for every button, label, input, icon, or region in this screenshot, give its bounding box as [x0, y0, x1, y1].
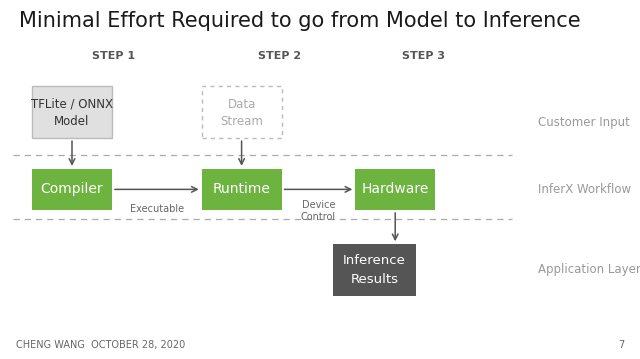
Text: STEP 2: STEP 2 [259, 51, 301, 61]
Text: Device
Control: Device Control [301, 200, 336, 222]
Text: TFLite / ONNX: TFLite / ONNX [31, 98, 113, 111]
Text: Executable: Executable [130, 204, 184, 214]
Text: Minimal Effort Required to go from Model to Inference: Minimal Effort Required to go from Model… [19, 11, 581, 31]
FancyBboxPatch shape [333, 244, 416, 296]
Text: Data: Data [227, 98, 256, 111]
Text: Stream: Stream [220, 115, 263, 128]
FancyBboxPatch shape [202, 169, 282, 210]
Text: CHENG WANG  OCTOBER 28, 2020: CHENG WANG OCTOBER 28, 2020 [16, 340, 185, 350]
Text: Compiler: Compiler [41, 182, 103, 196]
Text: Application Layer: Application Layer [538, 264, 640, 276]
Text: STEP 3: STEP 3 [403, 51, 445, 61]
Text: Results: Results [351, 273, 398, 286]
FancyBboxPatch shape [32, 86, 112, 138]
Text: Runtime: Runtime [212, 182, 271, 196]
Text: STEP 1: STEP 1 [92, 51, 135, 61]
Text: Customer Input: Customer Input [538, 116, 630, 129]
FancyBboxPatch shape [32, 169, 112, 210]
FancyBboxPatch shape [202, 86, 282, 138]
Text: Hardware: Hardware [362, 182, 429, 196]
Text: 7: 7 [618, 340, 624, 350]
FancyBboxPatch shape [355, 169, 435, 210]
Text: InferX Workflow: InferX Workflow [538, 183, 631, 196]
Text: Inference: Inference [343, 254, 406, 267]
Text: Model: Model [54, 115, 90, 128]
